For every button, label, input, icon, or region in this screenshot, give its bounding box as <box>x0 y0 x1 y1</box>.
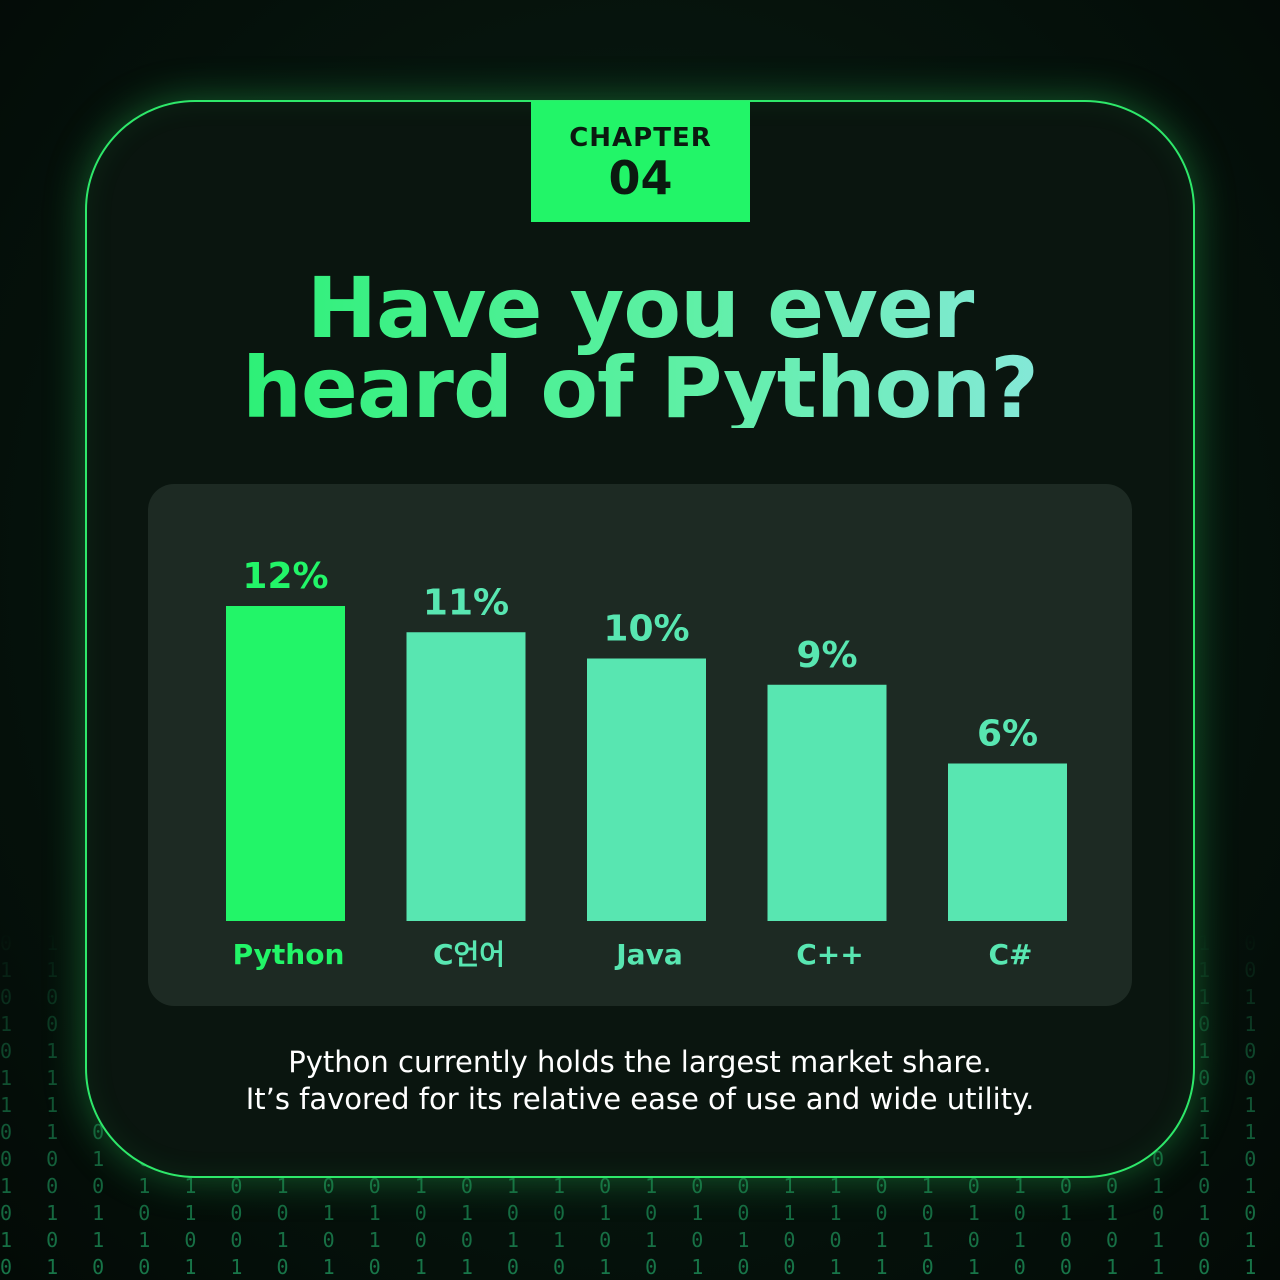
bar-value-label-2: 10% <box>603 609 689 650</box>
caption-line-2: It’s favored for its relative ease of us… <box>245 1082 1035 1116</box>
bar-3 <box>767 684 887 921</box>
bar-2 <box>587 658 706 921</box>
category-label-0: Python <box>233 938 345 971</box>
category-label-1: C언어 <box>433 938 505 971</box>
bar-value-label-0: 12% <box>242 556 328 597</box>
caption: Python currently holds the largest marke… <box>140 1044 1140 1118</box>
category-label-2: Java <box>614 938 682 971</box>
bar-value-label-3: 9% <box>796 635 857 676</box>
bar-1 <box>406 632 526 921</box>
chapter-tab: CHAPTER 04 <box>531 101 750 222</box>
chapter-number: 04 <box>608 151 673 205</box>
bar-value-label-1: 11% <box>423 582 509 623</box>
chapter-label: CHAPTER <box>569 123 712 153</box>
bar-value-label-4: 6% <box>977 714 1038 755</box>
caption-line-1: Python currently holds the largest marke… <box>288 1045 992 1079</box>
category-label-3: C++ <box>796 938 863 971</box>
bar-4 <box>948 763 1067 921</box>
category-label-4: C# <box>988 938 1032 971</box>
bar-0 <box>226 606 345 921</box>
